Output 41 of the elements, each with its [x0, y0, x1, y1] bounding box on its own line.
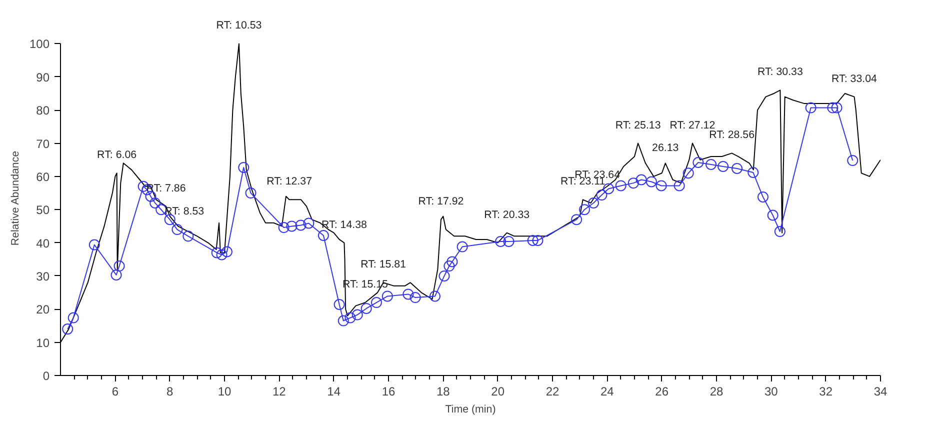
y-axis-title: Relative Abundance [9, 150, 22, 246]
x-tick-label: 12 [272, 384, 286, 398]
x-tick-label: 24 [600, 384, 614, 398]
annotation: RT: 17.92 [418, 196, 464, 208]
x-tick-label: 28 [710, 384, 724, 398]
x-tick-label: 34 [874, 384, 888, 398]
x-tick-label: 6 [112, 384, 119, 398]
x-tick-label: 22 [546, 384, 560, 398]
x-tick-label: 8 [166, 384, 174, 398]
x-tick-label: 16 [382, 384, 396, 398]
y-tick-label: 30 [36, 269, 50, 284]
x-axis-title: Time (min) [445, 404, 496, 416]
y-tick-label: 60 [36, 170, 50, 184]
annotation: RT: 27.12 [670, 119, 716, 132]
annotation: RT: 33.04 [832, 72, 878, 85]
y-tick-label: 50 [36, 203, 50, 218]
y-tick-label: 80 [36, 104, 50, 118]
annotation: RT: 25.13 [615, 119, 661, 132]
annotation: RT: 20.33 [484, 208, 530, 221]
annotation: RT: 15.81 [360, 258, 406, 271]
annotation: RT: 6.06 [97, 149, 137, 162]
annotation: RT: 28.56 [709, 129, 755, 142]
annotation: RT: 10.53 [216, 20, 262, 32]
y-tick-label: 100 [29, 37, 50, 52]
y-tick-label: 10 [36, 336, 50, 350]
annotation: RT: 14.38 [322, 218, 368, 231]
y-tick-label: 20 [36, 302, 50, 317]
annotation: RT: 30.33 [757, 66, 803, 78]
y-tick-label: 0 [42, 369, 50, 383]
x-tick-label: 14 [327, 384, 341, 398]
annotation: 26.13 [652, 142, 679, 154]
x-tick-label: 26 [655, 384, 669, 398]
y-tick-label: 70 [36, 136, 50, 151]
x-tick-label: 20 [491, 384, 505, 398]
x-tick-label: 30 [764, 384, 778, 398]
y-tick-label: 40 [36, 236, 50, 250]
x-tick-label: 10 [218, 384, 232, 398]
x-tick-label: 18 [436, 384, 450, 398]
annotation: RT: 12.37 [266, 176, 312, 188]
x-tick-label: 32 [819, 384, 833, 398]
y-tick-label: 90 [36, 70, 50, 84]
